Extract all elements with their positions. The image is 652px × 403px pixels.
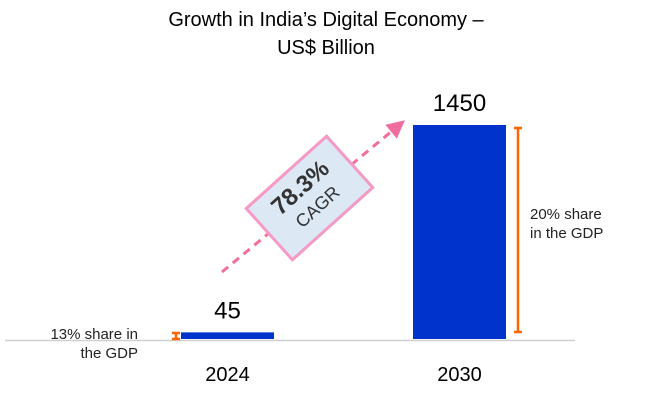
bar-2030 <box>413 125 506 339</box>
share-2030-line-2: in the GDP <box>530 225 604 242</box>
share-2030-line-1: 20% share <box>530 206 602 223</box>
x-tick-2030: 2030 <box>437 364 482 386</box>
share-2030-label: 20% share in the GDP <box>530 205 603 243</box>
x-tick-2024: 2024 <box>205 364 250 386</box>
chart-title: Growth in India’s Digital Economy – US$ … <box>0 6 652 62</box>
title-line-2: US$ Billion <box>277 37 375 59</box>
bracket-2030 <box>514 126 522 334</box>
data-label-2030: 1450 <box>433 90 486 117</box>
share-2024-line-2: the GDP <box>80 345 138 362</box>
bar-2024 <box>181 332 274 339</box>
data-label-2024: 45 <box>214 297 241 324</box>
bracket-2024 <box>172 331 180 341</box>
share-2024-label: 13% share in the GDP <box>4 325 138 363</box>
share-2024-line-1: 13% share in <box>50 326 138 343</box>
title-line-1: Growth in India’s Digital Economy – <box>168 9 484 31</box>
